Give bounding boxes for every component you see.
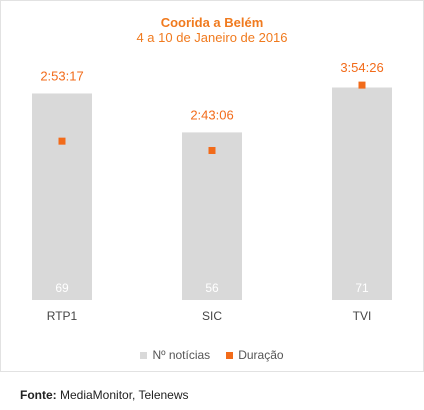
source-note: Fonte: MediaMonitor, Telenews	[20, 388, 189, 402]
category-label-rtp1: RTP1	[47, 309, 78, 323]
legend-item-news[interactable]: Nº notícias	[140, 348, 210, 362]
category-label-tvi: TVI	[353, 309, 372, 323]
chart-plot: 69 RTP1 2:53:17 56 SIC 2:43:06 71 TVI 3:54:26	[32, 60, 392, 323]
source-label: Fonte:	[20, 388, 57, 402]
duration-label-tvi: 3:54:26	[340, 60, 383, 75]
duration-point-rtp1	[58, 137, 66, 145]
legend-label-news: Nº notícias	[152, 348, 211, 362]
legend-label-duration: Duração	[238, 348, 284, 362]
duration-label-rtp1: 2:53:17	[40, 68, 83, 83]
legend-swatch-news	[140, 351, 148, 359]
bar-label-rtp1: 69	[55, 281, 69, 295]
category-label-sic: SIC	[202, 309, 222, 323]
bar-sic	[182, 132, 242, 300]
duration-point-sic	[208, 146, 216, 154]
bar-rtp1	[32, 93, 92, 300]
chart-legend: Nº notícias Duração	[0, 348, 424, 362]
duration-point-tvi	[358, 81, 366, 89]
legend-swatch-duration	[226, 351, 234, 359]
duration-label-sic: 2:43:06	[190, 107, 233, 122]
legend-item-duration[interactable]: Duração	[226, 348, 284, 362]
chart-subtitle: 4 a 10 de Janeiro de 2016	[136, 30, 288, 45]
chart-title: Coorida a Belém	[160, 15, 264, 30]
bar-label-tvi: 71	[355, 281, 369, 295]
bar-label-sic: 56	[205, 281, 219, 295]
bar-tvi	[332, 87, 392, 300]
source-text: MediaMonitor, Telenews	[60, 388, 189, 402]
